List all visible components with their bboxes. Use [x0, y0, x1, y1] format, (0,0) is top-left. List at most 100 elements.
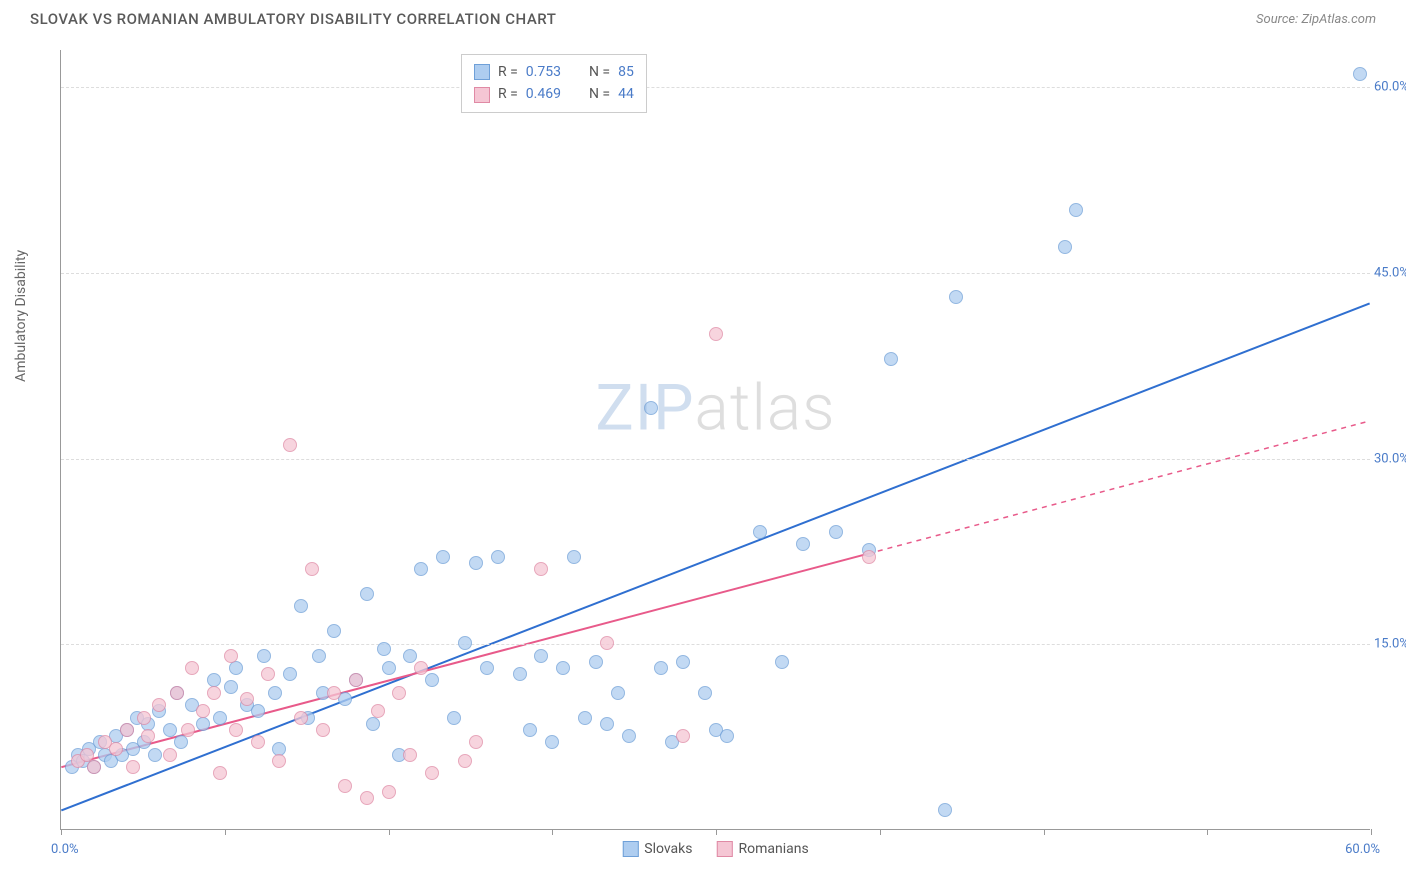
y-axis-title: Ambulatory Disability: [13, 249, 29, 381]
data-point: [676, 729, 690, 743]
data-point: [1058, 240, 1072, 254]
data-point: [283, 667, 297, 681]
data-point: [257, 649, 271, 663]
data-point: [949, 290, 963, 304]
data-point: [534, 649, 548, 663]
r-label: R =: [498, 61, 518, 83]
data-point: [305, 562, 319, 576]
data-point: [196, 717, 210, 731]
data-point: [251, 704, 265, 718]
data-point: [600, 636, 614, 650]
data-point: [556, 661, 570, 675]
watermark-part2: atlas: [695, 371, 836, 446]
data-point: [469, 735, 483, 749]
r-value: 0.469: [526, 83, 561, 105]
gridline: [61, 87, 1370, 88]
data-point: [272, 754, 286, 768]
data-point: [261, 667, 275, 681]
x-tick: [389, 829, 390, 835]
data-point: [1069, 203, 1083, 217]
data-point: [567, 550, 581, 564]
x-tick: [880, 829, 881, 835]
data-point: [213, 711, 227, 725]
gridline: [61, 273, 1370, 274]
data-point: [447, 711, 461, 725]
data-point: [534, 562, 548, 576]
data-point: [360, 791, 374, 805]
x-tick: [716, 829, 717, 835]
data-point: [360, 587, 374, 601]
y-tick-label: 30.0%: [1374, 451, 1406, 466]
data-point: [698, 686, 712, 700]
legend-swatch: [474, 87, 490, 103]
data-point: [862, 550, 876, 564]
n-label: N =: [589, 61, 610, 83]
y-tick-label: 15.0%: [1374, 637, 1406, 652]
data-point: [382, 785, 396, 799]
data-point: [349, 673, 363, 687]
series-legend: Slovaks Romanians: [622, 841, 808, 857]
data-point: [436, 550, 450, 564]
n-value: 44: [618, 83, 634, 105]
data-point: [87, 760, 101, 774]
data-point: [185, 661, 199, 675]
legend-swatch: [474, 64, 490, 80]
data-point: [294, 599, 308, 613]
data-point: [414, 661, 428, 675]
x-tick: [225, 829, 226, 835]
data-point: [1353, 67, 1367, 81]
data-point: [294, 711, 308, 725]
data-point: [170, 686, 184, 700]
data-point: [229, 661, 243, 675]
data-point: [377, 642, 391, 656]
legend-swatch: [622, 841, 638, 857]
header: SLOVAK VS ROMANIAN AMBULATORY DISABILITY…: [0, 0, 1406, 36]
x-tick: [1207, 829, 1208, 835]
data-point: [753, 525, 767, 539]
data-point: [312, 649, 326, 663]
source-prefix: Source:: [1256, 12, 1301, 27]
data-point: [141, 729, 155, 743]
data-point: [523, 723, 537, 737]
gridline: [61, 459, 1370, 460]
x-axis-max-label: 60.0%: [1345, 842, 1380, 857]
data-point: [163, 723, 177, 737]
data-point: [316, 723, 330, 737]
data-point: [327, 624, 341, 638]
data-point: [174, 735, 188, 749]
data-point: [513, 667, 527, 681]
data-point: [240, 692, 254, 706]
data-point: [709, 327, 723, 341]
x-tick: [552, 829, 553, 835]
data-point: [676, 655, 690, 669]
data-point: [491, 550, 505, 564]
data-point: [403, 748, 417, 762]
data-point: [181, 723, 195, 737]
data-point: [775, 655, 789, 669]
chart-title: SLOVAK VS ROMANIAN AMBULATORY DISABILITY…: [30, 10, 556, 28]
legend-label: Slovaks: [644, 841, 692, 857]
data-point: [458, 636, 472, 650]
data-point: [392, 686, 406, 700]
legend-item: Romanians: [717, 841, 809, 857]
data-point: [268, 686, 282, 700]
data-point: [425, 673, 439, 687]
source-attribution: Source: ZipAtlas.com: [1256, 12, 1376, 27]
gridline: [61, 644, 1370, 645]
data-point: [589, 655, 603, 669]
data-point: [213, 766, 227, 780]
watermark: ZIPatlas: [595, 371, 835, 446]
data-point: [338, 779, 352, 793]
data-point: [251, 735, 265, 749]
data-point: [366, 717, 380, 731]
y-tick-label: 45.0%: [1374, 265, 1406, 280]
trend-line-extrapolated: [868, 421, 1370, 554]
data-point: [207, 686, 221, 700]
data-point: [644, 401, 658, 415]
stats-legend-row: R =0.753N =85: [474, 61, 634, 83]
data-point: [109, 742, 123, 756]
data-point: [327, 686, 341, 700]
data-point: [425, 766, 439, 780]
x-tick: [61, 829, 62, 835]
data-point: [938, 803, 952, 817]
